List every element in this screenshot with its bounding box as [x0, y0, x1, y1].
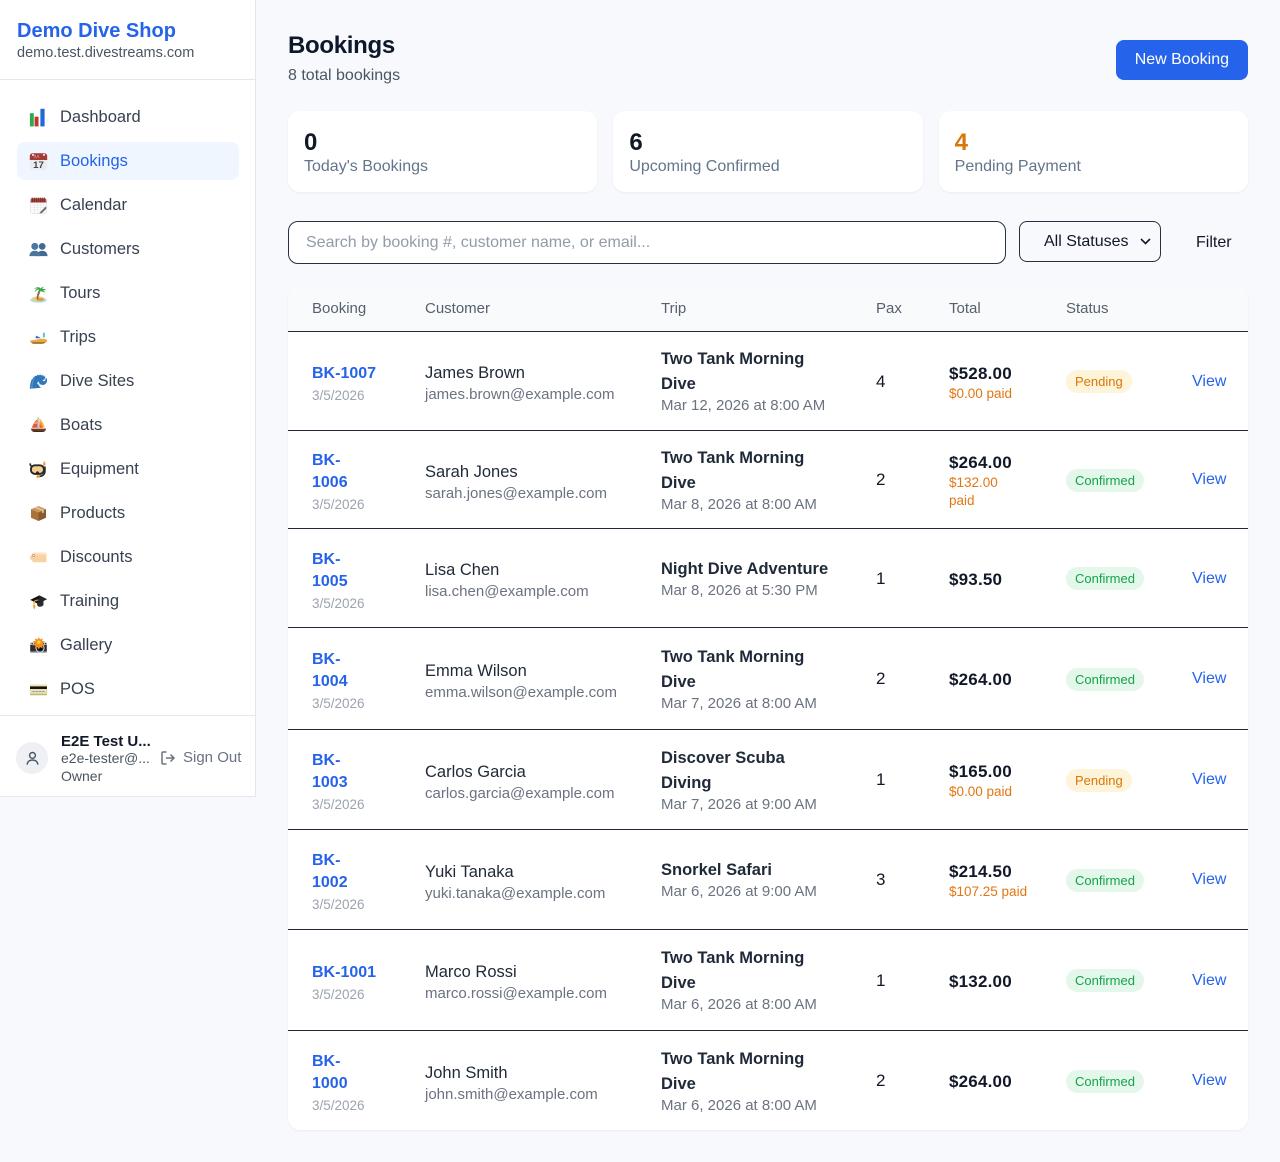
svg-text:17: 17: [33, 160, 44, 171]
svg-text:JUL: JUL: [34, 154, 40, 158]
